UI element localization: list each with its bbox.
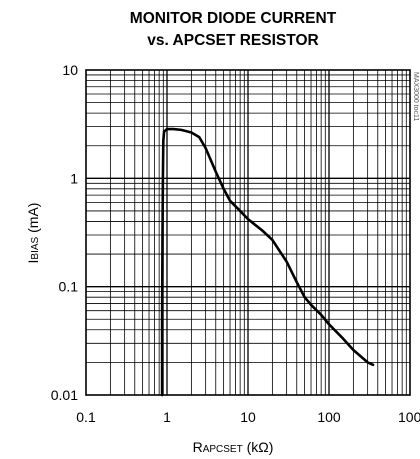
y-tick-label: 0.01 [51, 387, 78, 403]
x-tick-label: 1 [163, 409, 171, 425]
y-axis-label-sub: BIAS [30, 236, 41, 259]
chart-title-line-2: vs. APCSET RESISTOR [147, 32, 318, 49]
x-axis-label-unit: (kΩ) [243, 439, 274, 455]
x-tick-label: 100 [398, 409, 420, 425]
y-axis-label-unit: (mA) [25, 203, 41, 237]
y-tick-label: 10 [62, 62, 78, 78]
y-axis-label: IBIAS (mA) [25, 203, 41, 264]
major-gridlines [86, 70, 410, 395]
x-tick-label: 100 [317, 409, 341, 425]
x-axis-label-sub: APCSET [203, 444, 243, 455]
minor-gridlines [86, 70, 410, 395]
series-line [160, 127, 375, 397]
side-note: MAX3000 toc11 [412, 72, 419, 121]
y-tick-label: 0.1 [59, 279, 79, 295]
x-tick-labels: 0.1 1 10 100 100 [76, 409, 420, 425]
x-axis-label: RAPCSET (kΩ) [193, 439, 274, 455]
y-tick-labels: 10 1 0.1 0.01 [51, 62, 78, 403]
y-tick-label: 1 [70, 170, 78, 186]
x-axis-label-main: R [193, 439, 203, 455]
y-axis-label-main: I [25, 260, 41, 264]
plot-frame [85, 69, 411, 396]
chart-title-line-1: MONITOR DIODE CURRENT [130, 10, 337, 27]
x-tick-label: 0.1 [76, 409, 96, 425]
x-tick-label: 10 [240, 409, 256, 425]
